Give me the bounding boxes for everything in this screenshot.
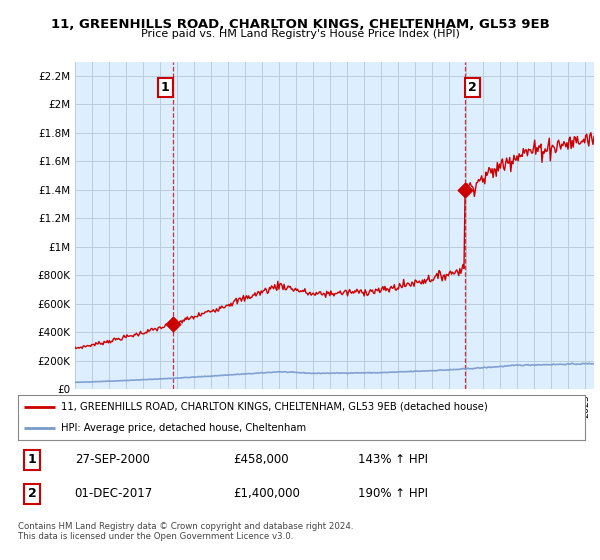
Text: HPI: Average price, detached house, Cheltenham: HPI: Average price, detached house, Chel… [61,423,305,433]
Text: 2: 2 [469,81,477,94]
Text: Price paid vs. HM Land Registry's House Price Index (HPI): Price paid vs. HM Land Registry's House … [140,29,460,39]
Text: £1,400,000: £1,400,000 [233,487,301,500]
Point [460,185,470,194]
Text: 1: 1 [28,453,37,466]
Text: £458,000: £458,000 [233,453,289,466]
Text: 143% ↑ HPI: 143% ↑ HPI [358,453,428,466]
Text: 01-DEC-2017: 01-DEC-2017 [75,487,153,500]
Text: 27-SEP-2000: 27-SEP-2000 [75,453,149,466]
Text: 1: 1 [161,81,169,94]
Text: 2: 2 [28,487,37,500]
Text: Contains HM Land Registry data © Crown copyright and database right 2024.
This d: Contains HM Land Registry data © Crown c… [18,522,353,542]
Text: 190% ↑ HPI: 190% ↑ HPI [358,487,428,500]
Text: 11, GREENHILLS ROAD, CHARLTON KINGS, CHELTENHAM, GL53 9EB: 11, GREENHILLS ROAD, CHARLTON KINGS, CHE… [50,18,550,31]
Point [168,320,178,329]
Text: 11, GREENHILLS ROAD, CHARLTON KINGS, CHELTENHAM, GL53 9EB (detached house): 11, GREENHILLS ROAD, CHARLTON KINGS, CHE… [61,402,487,412]
